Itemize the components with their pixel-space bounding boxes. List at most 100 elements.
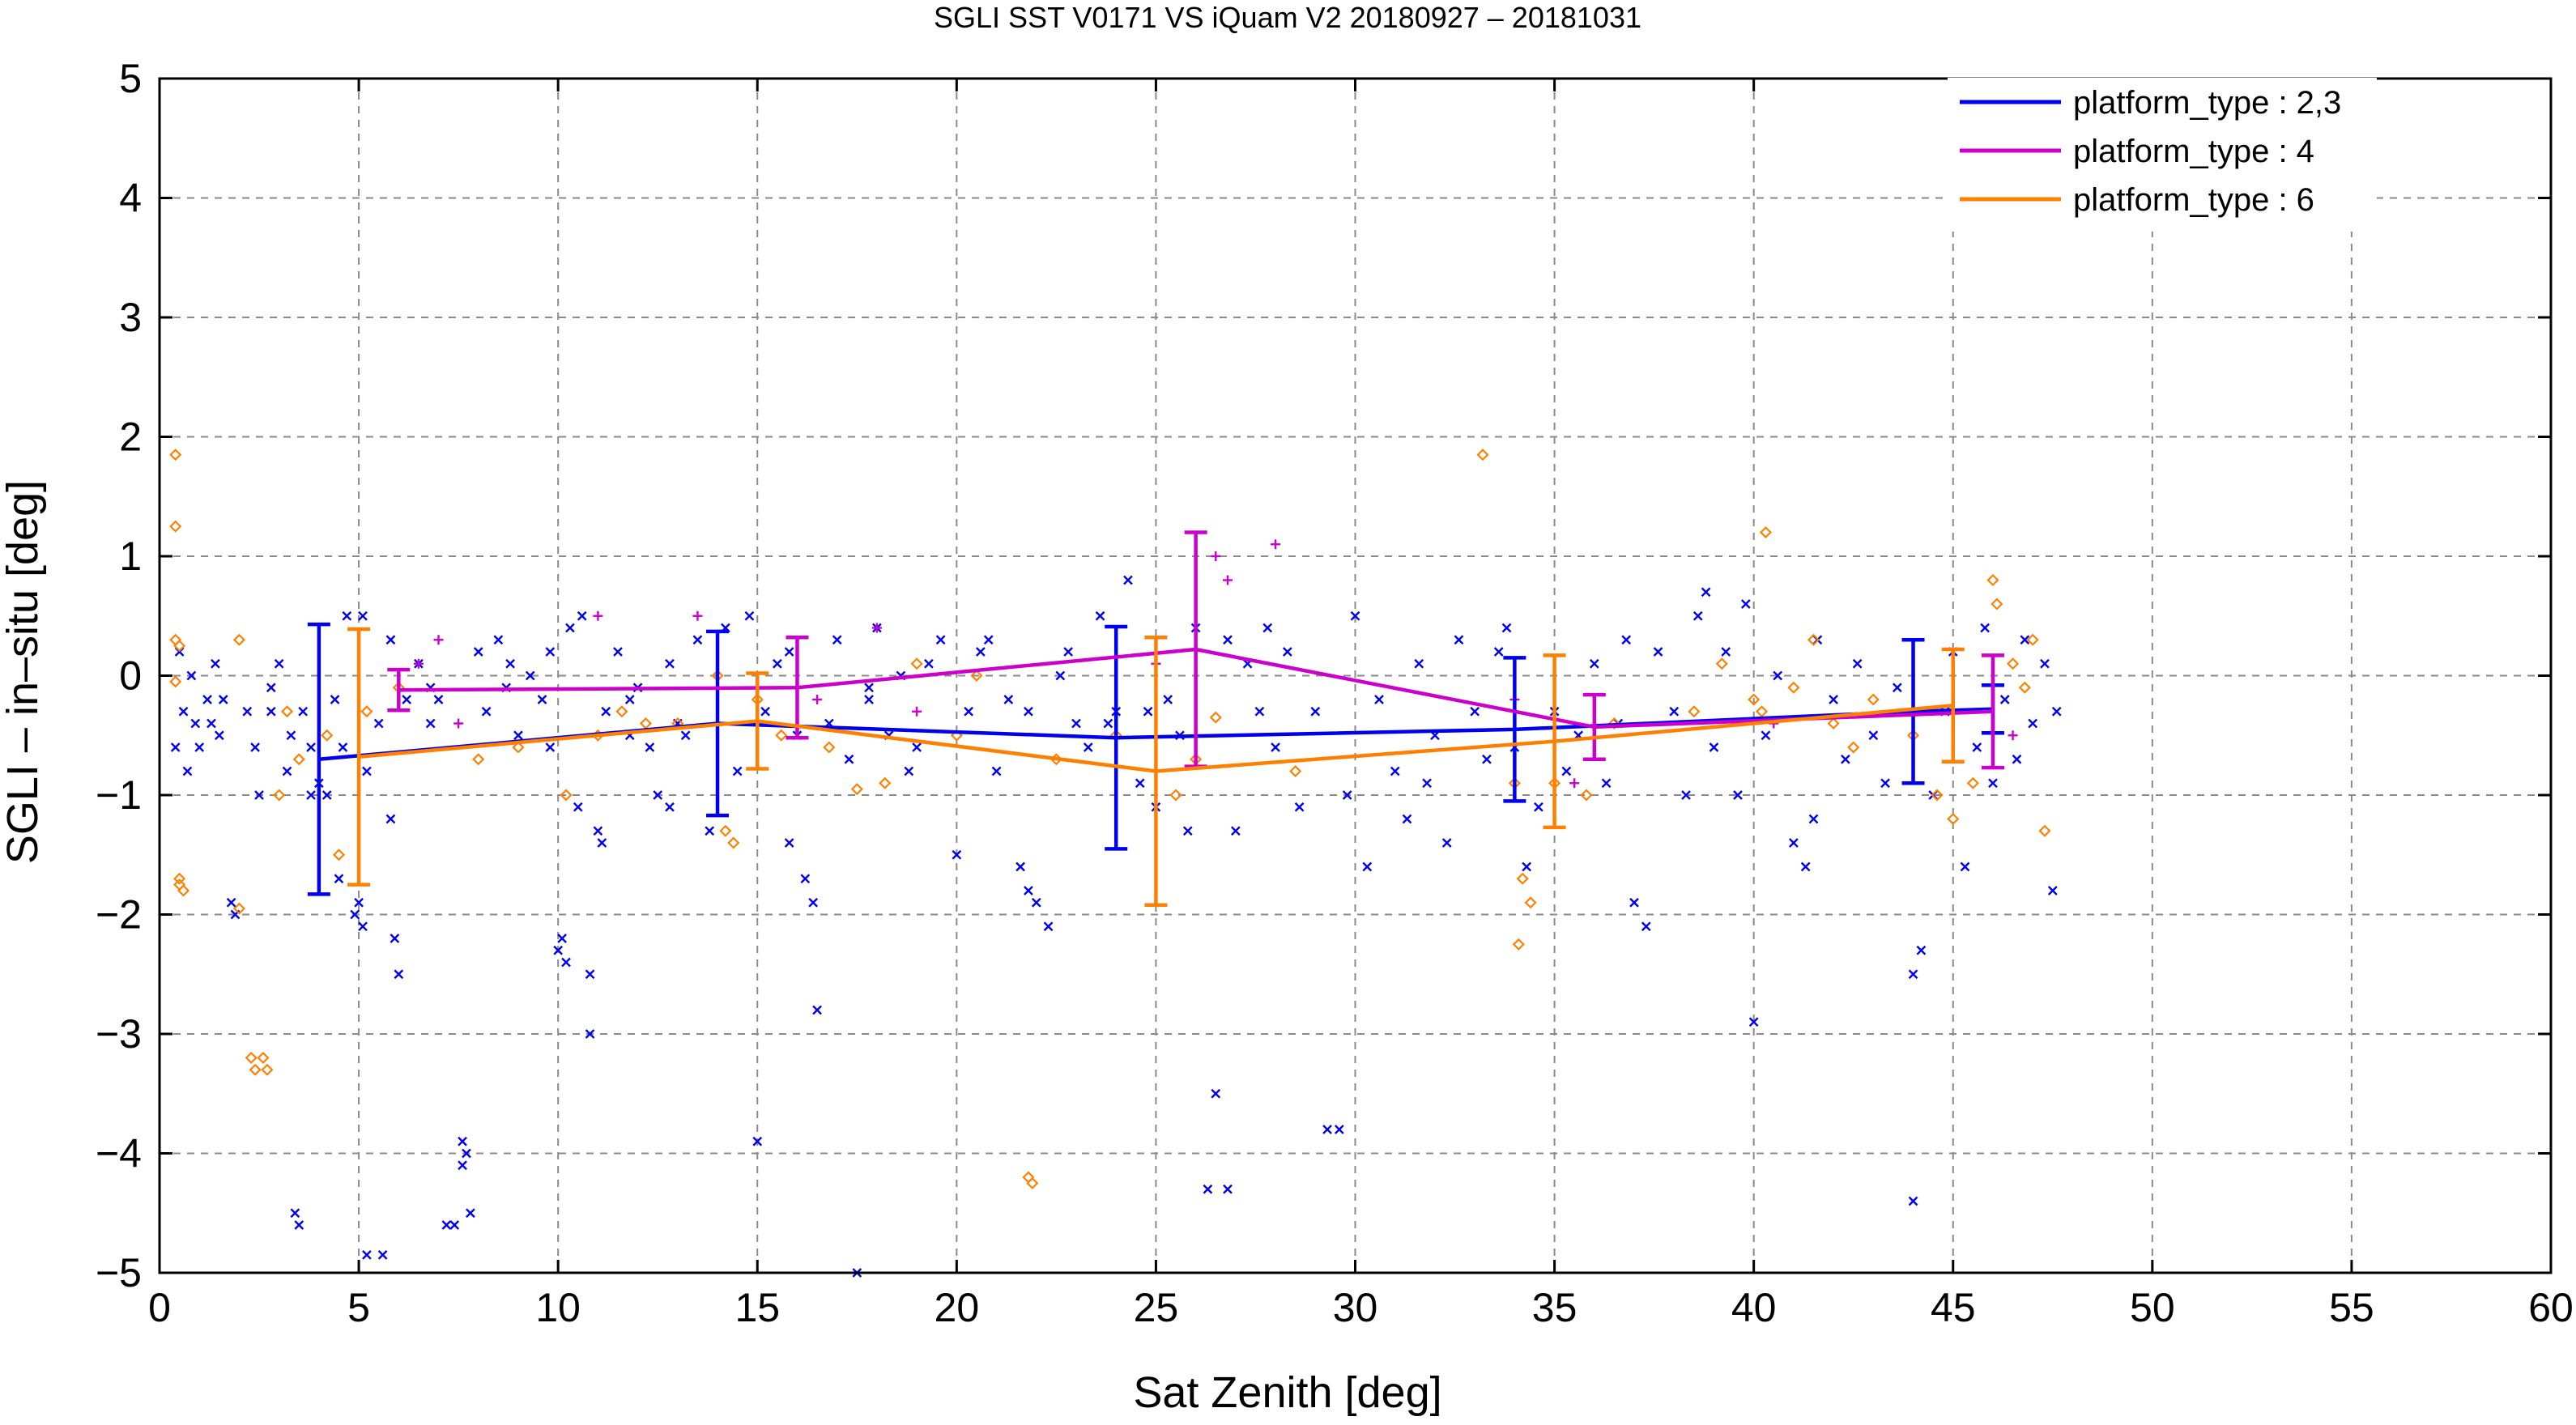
data-point-diamond [1169, 789, 1182, 802]
data-point-plus [692, 610, 703, 621]
data-point-diamond [970, 669, 983, 683]
data-point-x [338, 742, 348, 752]
error-bar [1105, 624, 1128, 851]
data-point-x [585, 1029, 595, 1039]
x-tick-label: 30 [1333, 1285, 1378, 1330]
data-point-x [1522, 861, 1531, 872]
data-point-diamond [1026, 1176, 1039, 1189]
data-point-x [226, 897, 236, 908]
data-point-x [844, 754, 854, 764]
data-point-x [358, 921, 368, 932]
error-bar [1144, 636, 1168, 907]
data-point-x [1501, 623, 1512, 633]
data-point-x [1773, 670, 1783, 681]
y-tick-label: 2 [119, 415, 142, 460]
data-point-x [1454, 635, 1464, 645]
data-point-diamond [232, 902, 245, 915]
data-point-x [1055, 670, 1066, 681]
data-point-x [1223, 1184, 1233, 1194]
legend-label-platform-2-3: platform_type : 2,3 [2073, 85, 2341, 121]
data-point-x [561, 957, 571, 968]
data-point-x [692, 635, 703, 645]
data-point-x [2028, 718, 2038, 729]
data-point-x [1733, 790, 1743, 800]
data-point-x [1441, 838, 1452, 848]
data-point-x [1374, 695, 1384, 704]
data-point-x [178, 706, 189, 717]
data-point-x [182, 766, 193, 776]
data-point-diamond [1966, 776, 1979, 789]
data-point-plus [812, 695, 823, 704]
data-point-diamond [1867, 693, 1880, 706]
data-point-diamond [169, 520, 182, 533]
data-point-x [202, 695, 212, 704]
data-point-x [1916, 945, 1927, 955]
data-point-x [207, 718, 216, 729]
data-point-x [1024, 706, 1033, 717]
data-point-x [537, 695, 547, 704]
data-point-x [1342, 790, 1352, 800]
data-point-x [1852, 658, 1863, 669]
data-point-x [433, 695, 444, 704]
y-tick-label: 4 [119, 176, 142, 221]
data-point-x [525, 670, 535, 681]
data-point-diamond [1688, 705, 1701, 718]
data-point-diamond [1512, 938, 1525, 951]
data-point-x [864, 695, 874, 704]
data-point-x [1999, 695, 2010, 704]
data-point-x [2047, 886, 2058, 895]
data-point-x [1748, 1017, 1759, 1027]
data-point-diamond [280, 705, 294, 718]
data-point-x [1808, 814, 1819, 824]
data-point-x [1163, 695, 1173, 704]
data-point-x [2020, 635, 2030, 645]
data-point-x [976, 647, 986, 657]
data-point-x [211, 658, 220, 669]
data-point-x [218, 695, 228, 704]
data-point-diamond [2026, 633, 2039, 646]
data-point-x [1390, 766, 1400, 776]
data-point-x [1493, 647, 1504, 657]
data-point-x [1031, 897, 1041, 908]
data-point-diamond [292, 753, 305, 766]
data-point-x [1024, 886, 1033, 895]
data-point-x [250, 742, 260, 752]
data-point-diamond [1787, 681, 1800, 694]
data-point-x [1254, 706, 1265, 717]
y-tick-label: −4 [96, 1131, 142, 1176]
x-tick-label: 20 [935, 1285, 980, 1330]
data-point-x [744, 610, 755, 621]
y-tick-label: 3 [119, 295, 142, 340]
data-point-x [242, 706, 253, 717]
data-point-x [1629, 897, 1639, 908]
data-point-x [577, 610, 587, 621]
data-point-x [1534, 802, 1543, 812]
data-point-x [597, 838, 607, 848]
data-point-x [462, 1148, 471, 1159]
data-point-x [601, 706, 611, 717]
legend-label-platform-4: platform_type : 4 [2073, 134, 2314, 169]
data-point-x [557, 934, 567, 943]
data-point-diamond [615, 705, 628, 718]
data-point-x [362, 766, 372, 776]
data-point-diamond [261, 1063, 274, 1076]
data-point-x [773, 658, 782, 669]
x-tick-label: 10 [535, 1285, 581, 1330]
data-point-x [186, 670, 197, 681]
data-point-x [1350, 610, 1360, 621]
data-point-x [812, 1005, 822, 1015]
data-point-x [935, 635, 946, 645]
data-point-diamond [1516, 872, 1529, 885]
data-point-x [545, 742, 556, 752]
y-tick-label: −2 [96, 892, 142, 938]
data-point-x [394, 969, 404, 980]
data-point-x [342, 610, 352, 621]
legend: platform_type : 2,3 platform_type : 4 pl… [1948, 78, 2377, 232]
error-bar [1503, 656, 1526, 803]
data-point-x [1892, 683, 1902, 693]
data-point-x [752, 1136, 763, 1146]
data-point-x [1211, 1088, 1221, 1099]
data-point-x [350, 909, 360, 920]
data-point-x [585, 969, 595, 980]
